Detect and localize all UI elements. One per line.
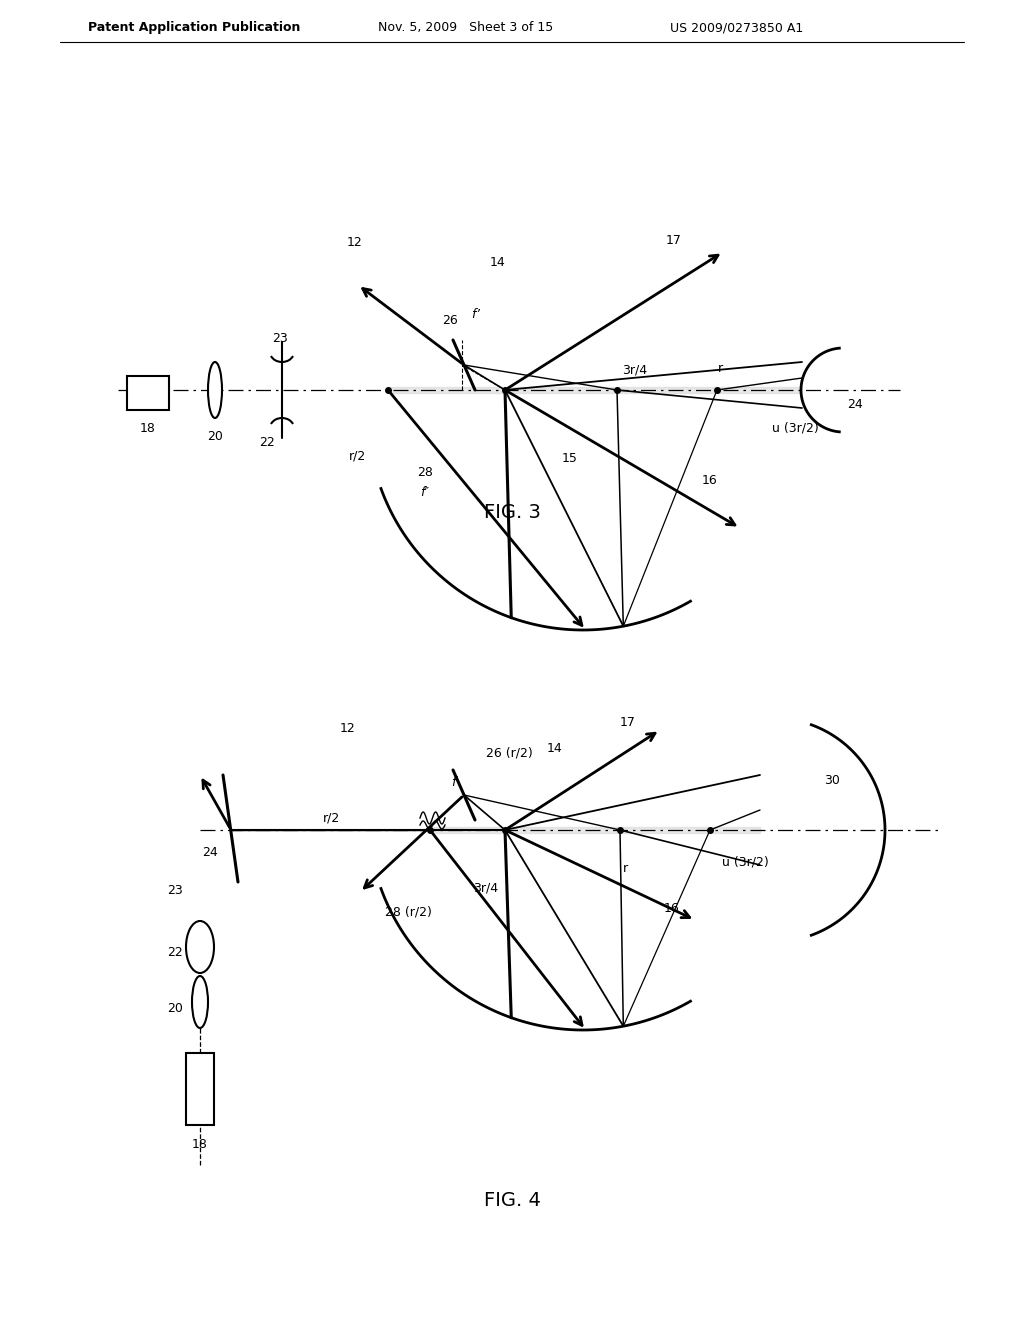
Text: US 2009/0273850 A1: US 2009/0273850 A1: [670, 21, 803, 34]
Text: f’: f’: [471, 309, 480, 322]
Text: 28 (r/2): 28 (r/2): [385, 906, 431, 919]
Text: u (3r/2): u (3r/2): [722, 855, 768, 869]
Text: 3r/4: 3r/4: [473, 882, 499, 895]
Ellipse shape: [208, 362, 222, 418]
Text: 17: 17: [621, 715, 636, 729]
Text: 20: 20: [207, 429, 223, 442]
Text: 26 (r/2): 26 (r/2): [485, 747, 532, 759]
Text: u (3r/2): u (3r/2): [772, 421, 818, 434]
Text: 23: 23: [272, 331, 288, 345]
Text: 30: 30: [824, 774, 840, 787]
Text: 14: 14: [547, 742, 563, 755]
Text: 20: 20: [167, 1002, 183, 1015]
Text: r: r: [623, 862, 628, 874]
Text: FIG. 4: FIG. 4: [483, 1191, 541, 1209]
Text: Patent Application Publication: Patent Application Publication: [88, 21, 300, 34]
Text: r: r: [718, 362, 723, 375]
Text: 14: 14: [490, 256, 506, 268]
Text: 28: 28: [417, 466, 433, 479]
Text: FIG. 3: FIG. 3: [483, 503, 541, 521]
Text: 22: 22: [259, 436, 274, 449]
Text: Nov. 5, 2009   Sheet 3 of 15: Nov. 5, 2009 Sheet 3 of 15: [378, 21, 553, 34]
Text: 15: 15: [562, 451, 578, 465]
Text: 22: 22: [167, 945, 183, 958]
Text: 24: 24: [203, 846, 218, 858]
Text: 16: 16: [665, 902, 680, 915]
Bar: [186, 1053, 214, 1125]
Text: 12: 12: [347, 235, 362, 248]
Text: 16: 16: [702, 474, 718, 487]
Bar: [127, 376, 169, 411]
Text: 12: 12: [340, 722, 356, 734]
Text: 24: 24: [847, 399, 863, 412]
Text: 18: 18: [193, 1138, 208, 1151]
Text: 3r/4: 3r/4: [622, 363, 647, 376]
Text: r/2: r/2: [349, 450, 367, 462]
Text: r/2: r/2: [324, 812, 341, 825]
Text: 17: 17: [666, 234, 682, 247]
Ellipse shape: [186, 921, 214, 973]
Text: 23: 23: [167, 883, 183, 896]
Text: f: f: [451, 776, 456, 788]
Ellipse shape: [193, 975, 208, 1028]
Text: 26: 26: [442, 314, 458, 326]
Text: f″: f″: [421, 486, 429, 499]
Text: 18: 18: [140, 421, 156, 434]
